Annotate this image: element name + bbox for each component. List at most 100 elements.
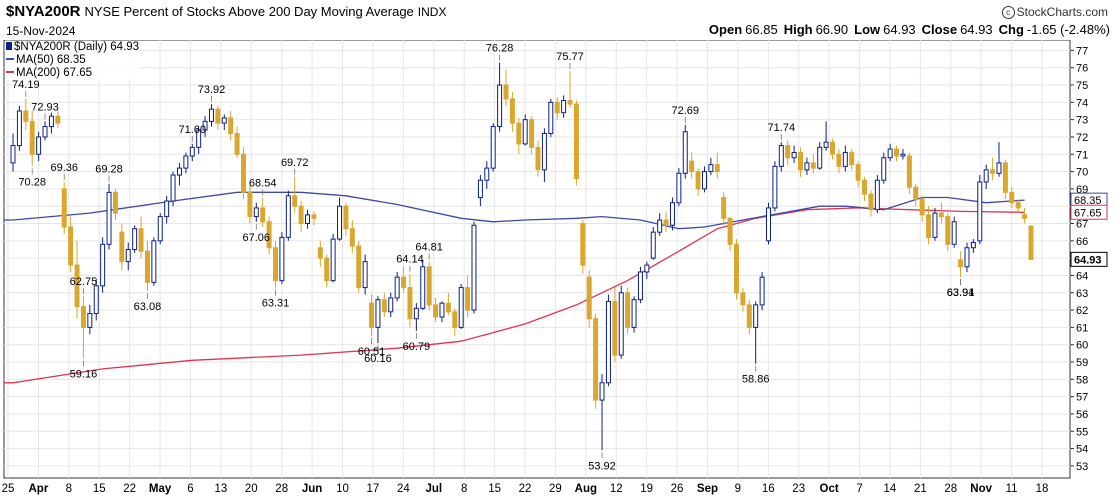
candle-body <box>823 141 829 148</box>
peak-label: 69.36 <box>50 162 78 174</box>
y-tick-label: 70 <box>1076 167 1088 179</box>
y-tick-label: 61 <box>1076 322 1088 334</box>
candle-body <box>1022 214 1028 219</box>
candle-body <box>330 238 336 282</box>
candle-body <box>369 302 375 328</box>
x-tick-label: 14 <box>884 483 897 495</box>
ma50-line <box>4 191 1025 230</box>
trough-label: 53.92 <box>588 460 616 472</box>
candle-body <box>279 236 285 282</box>
candle-body <box>477 179 483 199</box>
candle-body <box>708 164 714 173</box>
trough-label: 70.28 <box>18 176 46 188</box>
candle-body <box>247 191 253 218</box>
x-tick-label: 20 <box>245 483 258 495</box>
candle-body <box>61 188 67 228</box>
candle-body <box>529 119 535 148</box>
candle-body <box>874 179 880 211</box>
y-tick-label: 60 <box>1076 340 1088 352</box>
y-tick-label: 56 <box>1076 409 1088 421</box>
x-tick-label: Jun <box>302 483 322 495</box>
peak-label: 64.14 <box>396 254 424 266</box>
candle-body <box>273 247 278 282</box>
candle-body <box>561 100 567 114</box>
x-tick-label: Oct <box>820 483 839 495</box>
candle-body <box>490 126 496 169</box>
candle-body <box>189 146 195 157</box>
candle-body <box>516 122 522 145</box>
candle-body <box>836 153 842 167</box>
candle-body <box>196 129 202 148</box>
candle-body <box>682 131 688 174</box>
candle-body <box>119 231 125 263</box>
candle-body <box>612 300 618 356</box>
candle-body <box>157 216 163 242</box>
candle-body <box>785 145 791 159</box>
candle-body <box>381 299 387 313</box>
trough-label: 58.86 <box>742 374 770 386</box>
candle-body <box>343 205 349 230</box>
candle-body <box>958 259 964 268</box>
candle-body <box>919 198 925 216</box>
candle-body <box>804 162 810 171</box>
candle-body <box>292 195 298 207</box>
x-tick-label: Aug <box>575 483 597 495</box>
candle-body <box>1015 202 1021 209</box>
candle-body <box>637 271 643 301</box>
legend-ma200: MA(200) 67.65 <box>6 67 139 80</box>
x-tick-label: 19 <box>640 483 653 495</box>
candle-body <box>573 103 579 179</box>
y-tick-label: 54 <box>1076 444 1088 456</box>
candle-body <box>228 117 234 134</box>
y-tick-label: 75 <box>1076 80 1088 92</box>
candle-body <box>535 146 541 171</box>
peak-label: 72.69 <box>671 105 699 117</box>
trough-label: 63.91 <box>947 287 975 299</box>
ohlc-label-high: High <box>783 22 813 37</box>
brand-watermark: c StockCharts.com <box>1001 5 1108 19</box>
candle-body <box>170 174 176 202</box>
candle-body <box>144 250 150 283</box>
x-tick-label: 12 <box>610 483 623 495</box>
candle-body <box>503 84 509 100</box>
ohlc-value-low: 64.93 <box>883 22 916 37</box>
candle-body <box>605 300 611 384</box>
candle-body <box>100 243 106 287</box>
candle-body <box>375 299 381 328</box>
candle-body <box>176 167 182 176</box>
candle-body <box>484 167 490 181</box>
candle-body <box>977 181 983 242</box>
candle-body <box>413 307 419 320</box>
x-tick-label: 10 <box>336 483 349 495</box>
candle-body <box>772 165 778 209</box>
candle-body <box>221 117 227 124</box>
ma50-tag-label: 68.35 <box>1074 195 1102 207</box>
price-chart[interactable]: 5354555657585960616263646566676869707172… <box>0 40 1120 498</box>
candle-body <box>625 292 631 328</box>
candle-body <box>1002 162 1008 193</box>
candle-body <box>970 242 976 249</box>
x-tick-label: 6 <box>187 483 193 495</box>
peak-label: 62.75 <box>70 276 98 288</box>
candle-body <box>810 162 816 169</box>
candle-body <box>458 287 464 328</box>
peak-label: 74.19 <box>12 79 40 91</box>
x-tick-label: 26 <box>671 483 684 495</box>
candle-body <box>420 266 426 309</box>
candle-body <box>234 132 240 155</box>
candle-body <box>945 216 951 245</box>
candle-body <box>285 195 291 238</box>
x-tick-label: Apr <box>29 483 49 495</box>
candle-body <box>842 152 848 167</box>
candle-body <box>138 228 144 252</box>
candle-swatch-icon <box>6 42 12 50</box>
candle-body <box>990 169 996 174</box>
candle-body <box>55 115 61 124</box>
ohlc-value-close: 64.93 <box>960 22 993 37</box>
x-tick-label: 9 <box>735 483 741 495</box>
candle-body <box>727 217 733 245</box>
candle-body <box>932 212 938 238</box>
candle-body <box>215 108 221 124</box>
candle-body <box>407 287 413 320</box>
ohlc-value-open: 66.85 <box>745 22 778 37</box>
